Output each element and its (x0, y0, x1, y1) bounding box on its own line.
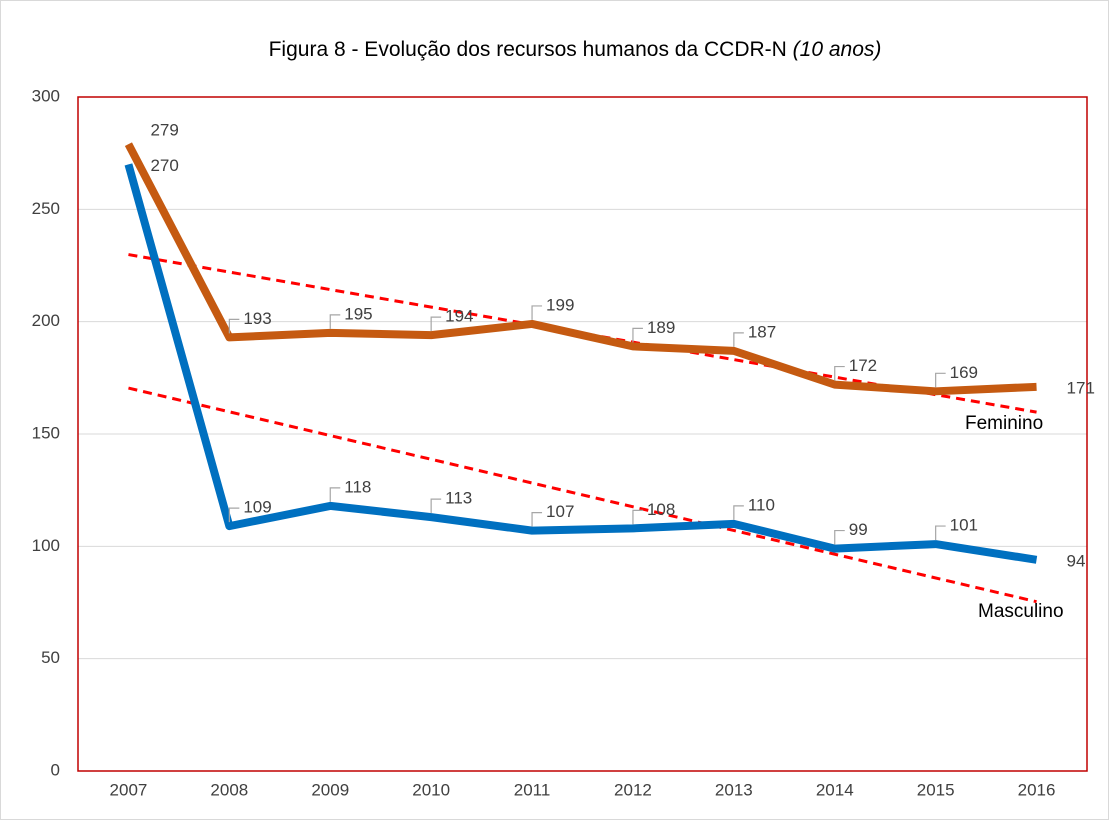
label-leader (430, 498, 442, 514)
label-leader (329, 314, 341, 329)
label-leader (632, 509, 643, 525)
data-label: 189 (647, 318, 675, 337)
data-label: 270 (150, 156, 178, 175)
data-label: 113 (445, 489, 472, 508)
x-tick-label: 2009 (311, 780, 349, 799)
x-tick-label: 2011 (514, 780, 551, 799)
y-tick-label: 200 (32, 311, 60, 330)
label-leader (531, 512, 543, 527)
x-tick-label: 2016 (1018, 780, 1056, 799)
data-label: 108 (647, 500, 675, 519)
label-leader (733, 505, 744, 520)
series-line (124, 142, 1037, 396)
data-label: 99 (849, 520, 868, 539)
trendline (128, 386, 1037, 604)
y-tick-label: 250 (32, 199, 60, 218)
y-tick-label: 0 (51, 760, 60, 779)
plot-border (77, 96, 1088, 772)
title-main: Figura 8 - Evolução dos recursos humanos… (269, 38, 787, 61)
x-tick-label: 2015 (917, 780, 955, 799)
x-tick-label: 2014 (816, 780, 854, 799)
series-name-label: Feminino (965, 413, 1043, 434)
data-label: 172 (849, 356, 877, 375)
data-label: 118 (344, 477, 371, 496)
data-label: 187 (748, 322, 776, 341)
x-tick-label: 2010 (412, 780, 450, 799)
label-leader (632, 327, 643, 343)
label-leader (228, 318, 240, 334)
label-leader (935, 372, 946, 388)
data-label: 279 (150, 121, 178, 140)
data-label: 193 (243, 309, 271, 328)
x-tick-label: 2012 (614, 780, 652, 799)
data-label: 194 (445, 307, 473, 326)
label-leader (733, 332, 744, 347)
x-tick-label: 2013 (715, 780, 753, 799)
series-name-label: Masculino (978, 601, 1064, 622)
label-leader (834, 529, 845, 545)
x-tick-label: 2007 (110, 780, 148, 799)
y-tick-label: 50 (41, 648, 60, 667)
data-label: 195 (344, 304, 372, 323)
label-leader (228, 507, 240, 523)
x-tick-label: 2008 (210, 780, 248, 799)
data-label: 171 (1067, 378, 1095, 397)
data-label: 101 (950, 516, 978, 535)
label-leader (531, 305, 543, 320)
data-label: 109 (243, 498, 271, 517)
label-leader (834, 365, 845, 381)
label-leader (430, 316, 442, 332)
label-leader (935, 525, 946, 541)
data-label: 110 (748, 495, 775, 514)
y-tick-label: 300 (32, 86, 60, 105)
label-leader (329, 487, 341, 502)
chart-title: Figura 8 - Evolução dos recursos humanos… (269, 38, 882, 61)
data-label: 107 (546, 502, 574, 521)
data-label: 169 (950, 363, 978, 382)
y-tick-label: 100 (32, 536, 60, 555)
series-line (124, 163, 1038, 564)
title-note: (10 anos) (793, 38, 882, 61)
data-label: 199 (546, 295, 574, 314)
data-label: 94 (1067, 551, 1086, 570)
y-tick-label: 150 (32, 423, 60, 442)
